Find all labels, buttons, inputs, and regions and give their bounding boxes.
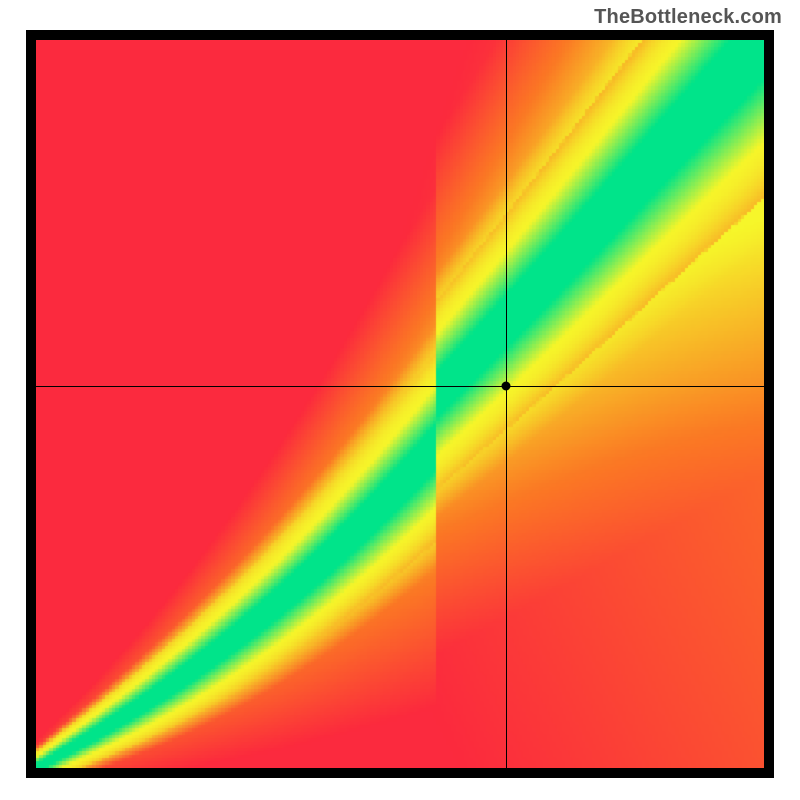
plot-inner: [36, 40, 764, 768]
plot-frame: [26, 30, 774, 778]
watermark-text: TheBottleneck.com: [594, 6, 782, 29]
crosshair-dot: [501, 381, 510, 390]
crosshair-vertical: [506, 40, 507, 768]
crosshair-horizontal: [36, 386, 764, 387]
heatmap-canvas: [36, 40, 764, 768]
chart-container: TheBottleneck.com: [0, 0, 800, 800]
